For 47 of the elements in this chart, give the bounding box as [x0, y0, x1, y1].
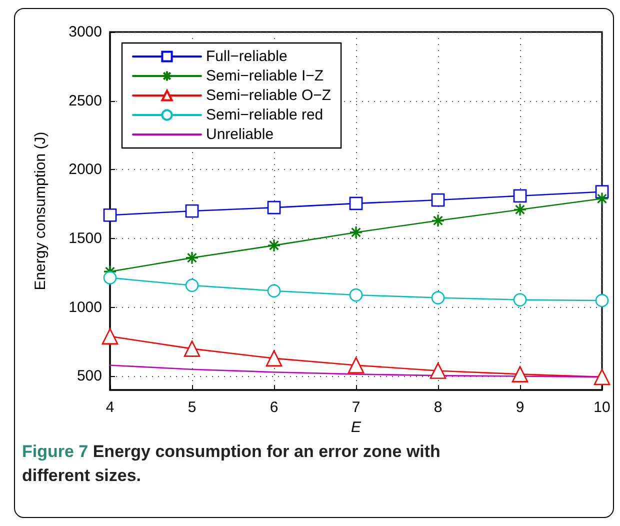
x-tick-label: 7	[352, 399, 360, 416]
point	[102, 328, 118, 344]
caption: Figure 7 Energy consumption for an error zone with different sizes.	[22, 442, 440, 485]
point	[431, 291, 445, 304]
point	[349, 226, 363, 240]
point	[594, 368, 610, 386]
point	[185, 204, 199, 218]
point	[103, 208, 117, 222]
point	[349, 288, 363, 302]
point	[267, 238, 281, 252]
point	[431, 193, 445, 207]
point	[513, 189, 527, 203]
point	[595, 192, 609, 206]
y-tick-label: 2500	[68, 92, 102, 110]
point	[595, 294, 609, 308]
legend-label: Full−reliable	[206, 48, 288, 65]
point	[349, 196, 363, 210]
point	[103, 271, 117, 284]
x-tick-label: 8	[434, 399, 442, 416]
x-tick-label: 4	[106, 399, 114, 416]
y-tick-label: 1500	[68, 230, 102, 248]
point	[267, 284, 281, 298]
point	[513, 293, 527, 306]
point	[348, 357, 364, 374]
point	[267, 200, 281, 214]
y-tick-label: 1000	[68, 298, 102, 316]
y-tick-label: 3000	[68, 24, 102, 40]
point	[266, 350, 282, 366]
point	[513, 202, 527, 216]
legend-label: Semi−reliable O−Z	[206, 87, 332, 104]
y-tick-label: 500	[76, 368, 102, 385]
x-tick-label: 10	[594, 399, 610, 416]
legend-label: Semi−reliable red	[206, 106, 324, 124]
x-axis-title: E	[350, 419, 362, 436]
point	[185, 278, 199, 292]
point	[185, 251, 199, 265]
x-tick-label: 9	[516, 399, 524, 416]
point	[184, 340, 200, 357]
point	[512, 366, 528, 382]
legend-label: Semi−reliable I−Z	[206, 68, 324, 84]
x-tick-label: 5	[188, 399, 196, 416]
y-tick-label: 2000	[68, 161, 102, 178]
y-axis-title: Energy consumption (J)	[32, 132, 49, 290]
x-tick-label: 6	[270, 399, 278, 416]
legend-label: Unreliable	[206, 126, 274, 143]
point	[431, 214, 445, 228]
point	[430, 362, 446, 379]
